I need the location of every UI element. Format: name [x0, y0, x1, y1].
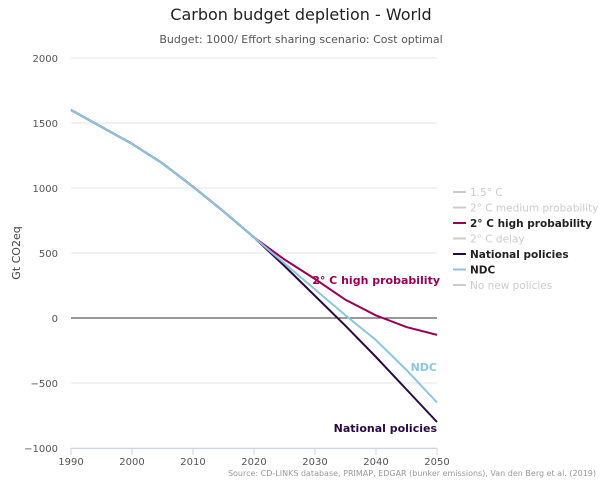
- x-tick-label: 2010: [180, 457, 205, 468]
- y-tick-label: 1500: [33, 119, 58, 130]
- y-tick-label: 0: [52, 314, 58, 325]
- legend-item[interactable]: 2° C medium probability: [453, 203, 598, 215]
- x-tick-label: 2040: [363, 457, 388, 468]
- legend-item[interactable]: 2° C delay: [453, 234, 525, 246]
- y-tick-label: −1000: [24, 444, 58, 455]
- series-label: National policies: [334, 422, 438, 435]
- legend-label: 2° C high probability: [470, 218, 592, 230]
- x-tick-label: 1990: [58, 457, 83, 468]
- legend-label: National policies: [470, 249, 569, 261]
- legend-label: 2° C delay: [470, 234, 525, 246]
- y-tick-label: 1000: [33, 184, 58, 195]
- legend-label: No new policies: [470, 280, 552, 292]
- legend-item[interactable]: 1.5° C: [453, 187, 503, 199]
- series-line-national-policies: [70, 109, 438, 423]
- legend-item[interactable]: No new policies: [453, 280, 552, 292]
- source-note: Source: CD-LINKS database, PRIMAP, EDGAR…: [228, 469, 596, 478]
- series-line-2-c-high-probability: [70, 109, 438, 336]
- y-tick-label: 500: [39, 249, 58, 260]
- legend-label: 1.5° C: [470, 187, 503, 199]
- legend-item[interactable]: 2° C high probability: [453, 218, 592, 230]
- series-label: NDC: [411, 361, 437, 374]
- y-tick-label: −500: [31, 379, 58, 390]
- x-tick-label: 2050: [424, 457, 449, 468]
- x-tick-label: 2000: [119, 457, 144, 468]
- series-label: 2° C high probability: [312, 274, 440, 287]
- legend-item[interactable]: NDC: [453, 265, 496, 277]
- x-tick-label: 2030: [302, 457, 327, 468]
- x-tick-label: 2020: [241, 457, 266, 468]
- y-axis-label: Gt CO2eq: [10, 226, 23, 279]
- legend-label: NDC: [470, 265, 496, 277]
- series-line-ndc: [70, 109, 438, 404]
- legend-item[interactable]: National policies: [453, 249, 569, 261]
- chart-title: Carbon budget depletion - World: [170, 5, 431, 24]
- y-tick-label: 2000: [33, 54, 58, 65]
- legend-label: 2° C medium probability: [470, 203, 598, 215]
- chart-subtitle: Budget: 1000/ Effort sharing scenario: C…: [159, 33, 442, 46]
